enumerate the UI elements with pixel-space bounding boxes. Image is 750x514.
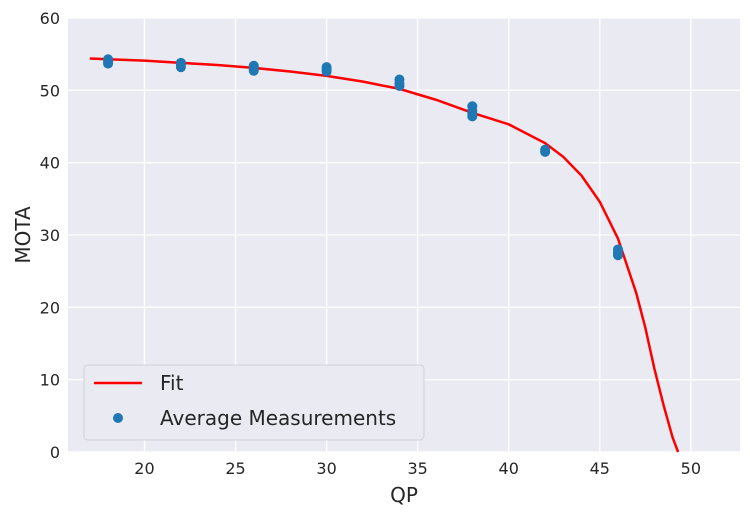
- y-tick-labels: 0 10 20 30 40 50 60: [40, 9, 60, 462]
- measurement-point: [394, 80, 405, 91]
- x-tick-label: 25: [225, 459, 245, 478]
- x-tick-labels: 20 25 30 35 40 45 50: [134, 459, 701, 478]
- measurement-point: [467, 111, 478, 122]
- measurement-point: [321, 66, 332, 77]
- x-tick-label: 20: [134, 459, 154, 478]
- measurement-point: [612, 250, 623, 261]
- x-tick-label: 35: [407, 459, 427, 478]
- measurement-point: [540, 146, 551, 157]
- legend-fit-label: Fit: [160, 371, 184, 395]
- y-axis-label: MOTA: [11, 206, 35, 264]
- measurement-points: [103, 54, 623, 261]
- y-tick-label: 60: [40, 9, 60, 28]
- x-tick-label: 30: [316, 459, 336, 478]
- fit-line: [89, 57, 680, 453]
- y-tick-label: 0: [50, 443, 60, 462]
- y-tick-label: 10: [40, 371, 60, 390]
- y-tick-label: 40: [40, 154, 60, 173]
- legend: Fit Average Measurements: [83, 364, 425, 441]
- measurement-point: [175, 62, 186, 73]
- x-axis-label: QP: [390, 483, 418, 507]
- x-tick-label: 50: [681, 459, 701, 478]
- y-tick-label: 50: [40, 81, 60, 100]
- y-tick-label: 20: [40, 298, 60, 317]
- x-tick-label: 45: [590, 459, 610, 478]
- legend-points-label: Average Measurements: [160, 406, 396, 430]
- measurement-point: [103, 58, 114, 69]
- y-tick-label: 30: [40, 226, 60, 245]
- measurement-point: [248, 65, 259, 76]
- legend-box: [83, 364, 425, 441]
- x-tick-label: 40: [499, 459, 519, 478]
- legend-points-swatch: [113, 413, 123, 423]
